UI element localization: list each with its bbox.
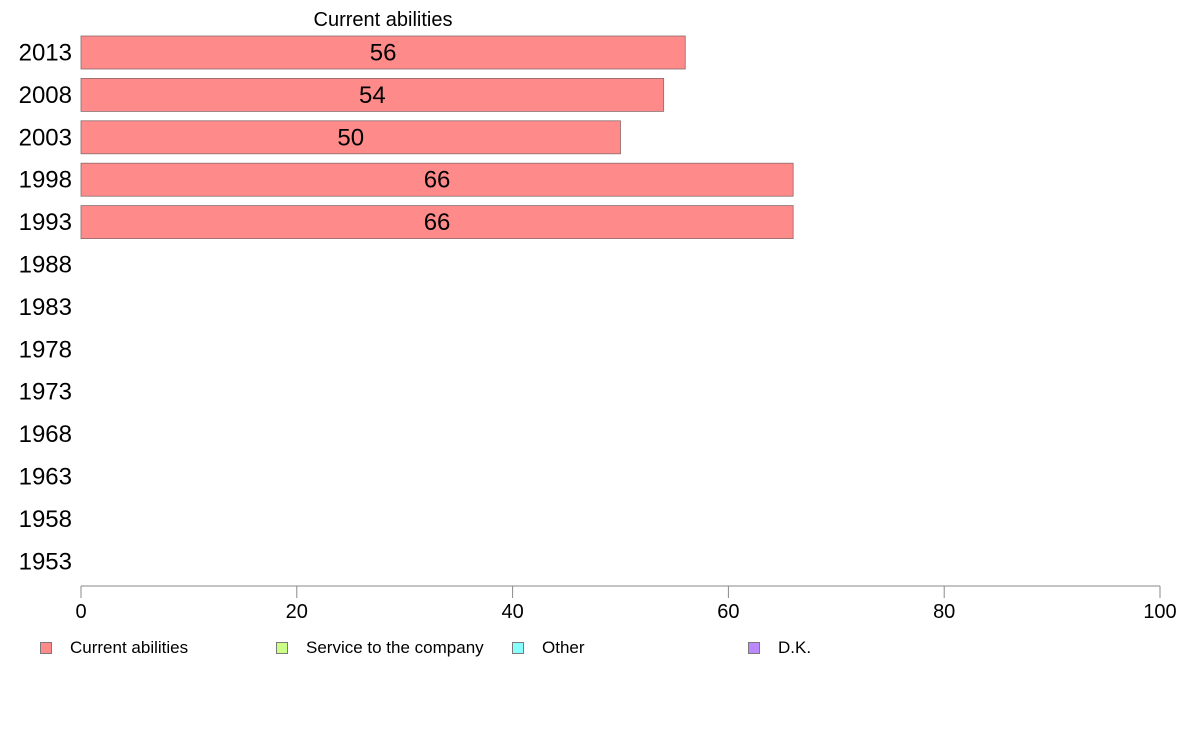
- category-label: 1958: [19, 506, 72, 533]
- legend-item-other: Other: [512, 638, 585, 658]
- series-title: Current abilities: [314, 9, 453, 31]
- category-label: 1993: [19, 209, 72, 236]
- x-tick-label: 40: [501, 601, 523, 623]
- bar: [80, 78, 665, 112]
- legend-label: Other: [542, 638, 585, 657]
- category-label: 1983: [19, 294, 72, 321]
- legend: Current abilities Service to the company…: [40, 638, 1140, 662]
- category-label: 2008: [19, 82, 72, 109]
- bar-value-label: 50: [337, 124, 364, 151]
- bar-value-label: 56: [370, 40, 397, 67]
- bar-value-label: 66: [424, 209, 451, 236]
- category-label: 1973: [19, 379, 72, 406]
- bar: [80, 35, 686, 70]
- x-tick-label: 20: [286, 601, 308, 623]
- legend-item-dk: D.K.: [748, 638, 811, 658]
- category-label: 1953: [19, 548, 72, 575]
- legend-swatch-service-to-the-company: [276, 642, 288, 654]
- x-tick-label: 100: [1143, 601, 1176, 623]
- bar-value-label: 66: [424, 167, 451, 194]
- x-axis-ticks: 0 20 40 60 80 100: [75, 586, 1177, 623]
- legend-item-service-to-the-company: Service to the company: [276, 638, 484, 658]
- category-label: 2003: [19, 124, 72, 151]
- category-label: 1963: [19, 464, 72, 491]
- legend-label: Current abilities: [70, 638, 189, 657]
- x-tick-label: 0: [75, 601, 86, 623]
- legend-label: Service to the company: [306, 638, 484, 657]
- category-label: 1998: [19, 167, 72, 194]
- legend-swatch-dk: [748, 642, 760, 654]
- category-label: 1978: [19, 336, 72, 363]
- legend-swatch-other: [512, 642, 524, 654]
- bar: [80, 205, 794, 240]
- legend-item-current-abilities: Current abilities: [40, 638, 188, 658]
- category-labels: 2013 2008 2003 1998 1993 1988 1983 1978 1973 1968…: [19, 40, 72, 576]
- bars-group: 56 54 50 66 66: [80, 35, 794, 240]
- legend-swatch-current-abilities: [40, 642, 52, 654]
- bar: [80, 162, 794, 197]
- bar: [80, 120, 621, 155]
- category-label: 1988: [19, 252, 72, 279]
- x-tick-label: 80: [933, 601, 955, 623]
- bar-value-label: 54: [359, 82, 386, 109]
- x-tick-label: 60: [717, 601, 739, 623]
- category-label: 2013: [19, 40, 72, 67]
- legend-label: D.K.: [778, 638, 812, 657]
- category-label: 1968: [19, 421, 72, 448]
